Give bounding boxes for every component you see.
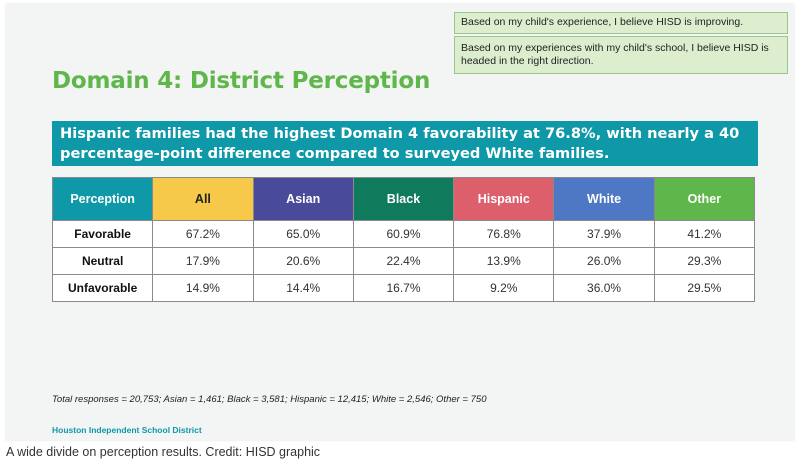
table-cell: 16.7% <box>352 274 455 302</box>
row-label: Neutral <box>51 247 154 275</box>
table-header-row: Perception All Asian Black Hispanic Whit… <box>51 177 756 221</box>
slide: Based on my child's experience, I believ… <box>6 4 794 440</box>
header-cell-asian: Asian <box>252 177 354 221</box>
table-cell: 29.3% <box>653 247 756 275</box>
table-cell: 37.9% <box>553 220 655 248</box>
table-row-favorable: Favorable 67.2% 65.0% 60.9% 76.8% 37.9% … <box>51 220 756 248</box>
header-cell-hispanic: Hispanic <box>453 177 555 221</box>
callout-improving: Based on my child's experience, I believ… <box>454 12 788 34</box>
table-cell: 13.9% <box>453 247 555 275</box>
table-cell: 9.2% <box>453 274 555 302</box>
header-cell-black: Black <box>352 177 455 221</box>
header-cell-white: White <box>553 177 655 221</box>
table-cell: 29.5% <box>653 274 756 302</box>
header-cell-perception: Perception <box>51 177 154 221</box>
table-cell: 14.4% <box>252 274 354 302</box>
table-cell: 22.4% <box>352 247 455 275</box>
response-totals-footnote: Total responses = 20,753; Asian = 1,461;… <box>52 394 487 405</box>
row-label: Favorable <box>51 220 154 248</box>
table-cell: 67.2% <box>152 220 254 248</box>
row-label: Unfavorable <box>51 274 154 302</box>
table-cell: 20.6% <box>252 247 354 275</box>
table-cell: 17.9% <box>152 247 254 275</box>
table-cell: 36.0% <box>553 274 655 302</box>
headline-banner: Hispanic families had the highest Domain… <box>52 121 758 166</box>
perception-table: Perception All Asian Black Hispanic Whit… <box>51 177 756 302</box>
callout-right-direction: Based on my experiences with my child's … <box>454 36 788 74</box>
table-cell: 14.9% <box>152 274 254 302</box>
header-cell-other: Other <box>653 177 756 221</box>
table-cell: 41.2% <box>653 220 756 248</box>
table-row-unfavorable: Unfavorable 14.9% 14.4% 16.7% 9.2% 36.0%… <box>51 274 756 302</box>
organization-name: Houston Independent School District <box>52 425 202 435</box>
table-cell: 26.0% <box>553 247 655 275</box>
table-cell: 60.9% <box>352 220 455 248</box>
image-caption: A wide divide on perception results. Cre… <box>6 445 321 459</box>
table-cell: 76.8% <box>453 220 555 248</box>
page-title: Domain 4: District Perception <box>52 68 431 94</box>
header-cell-all: All <box>152 177 254 221</box>
table-cell: 65.0% <box>252 220 354 248</box>
table-row-neutral: Neutral 17.9% 20.6% 22.4% 13.9% 26.0% 29… <box>51 247 756 275</box>
